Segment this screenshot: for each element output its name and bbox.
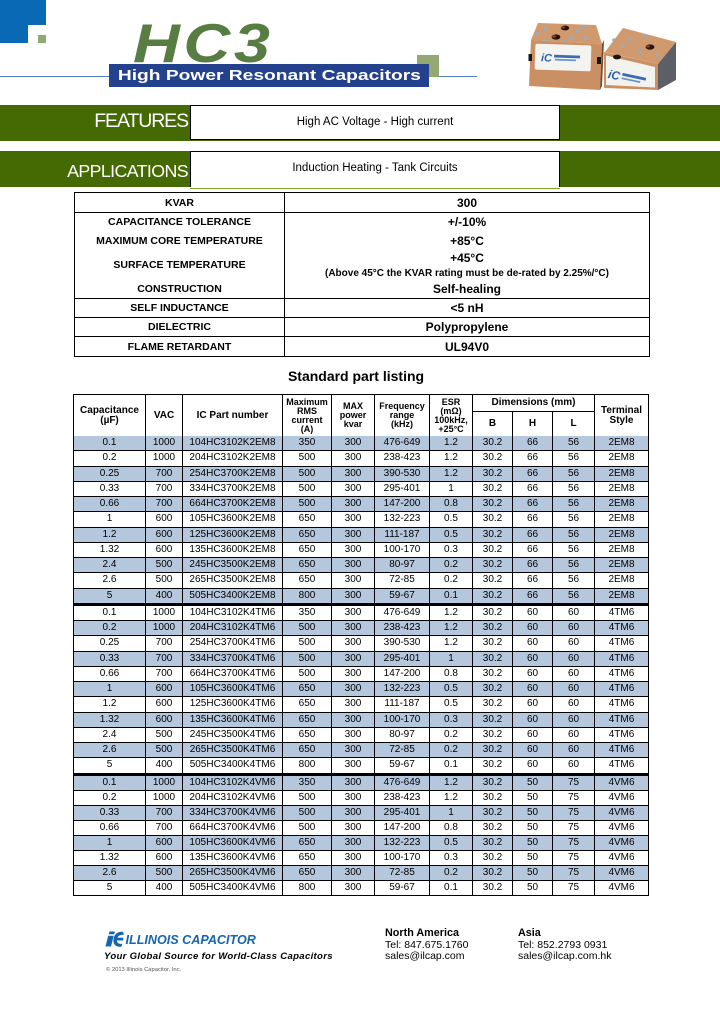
svg-text:iC: iC <box>607 67 622 83</box>
svg-text:ILLINOIS CAPACITOR: ILLINOIS CAPACITOR <box>126 933 257 947</box>
svg-text:iC: iC <box>541 52 553 64</box>
